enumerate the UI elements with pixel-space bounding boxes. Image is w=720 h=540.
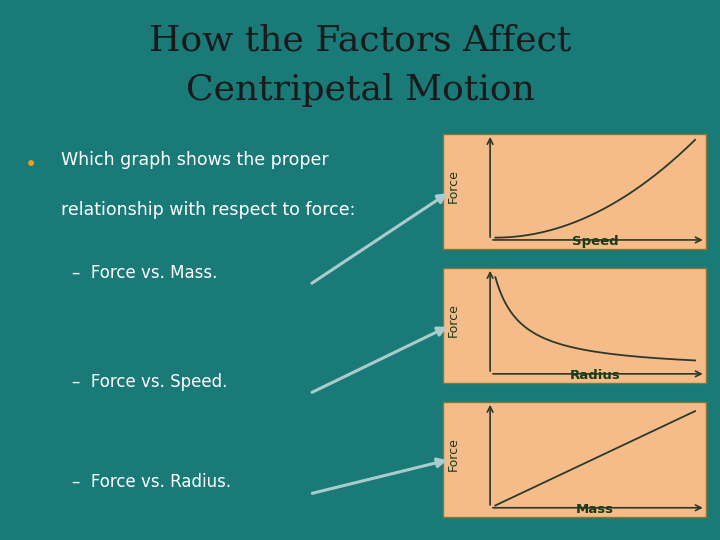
Text: Mass: Mass	[576, 503, 614, 516]
Text: relationship with respect to force:: relationship with respect to force:	[61, 201, 356, 219]
Text: –  Force vs. Speed.: – Force vs. Speed.	[72, 373, 228, 390]
Text: Speed: Speed	[572, 235, 618, 248]
Text: Force: Force	[447, 437, 460, 471]
Text: –  Force vs. Mass.: – Force vs. Mass.	[72, 264, 217, 282]
Text: Centripetal Motion: Centripetal Motion	[186, 73, 534, 107]
Text: –  Force vs. Radius.: – Force vs. Radius.	[72, 473, 231, 491]
Text: Radius: Radius	[570, 369, 621, 382]
Text: Which graph shows the proper: Which graph shows the proper	[61, 151, 329, 169]
Text: Force: Force	[447, 303, 460, 337]
Text: •: •	[25, 155, 37, 175]
Text: How the Factors Affect: How the Factors Affect	[149, 23, 571, 57]
Text: Force: Force	[447, 169, 460, 203]
